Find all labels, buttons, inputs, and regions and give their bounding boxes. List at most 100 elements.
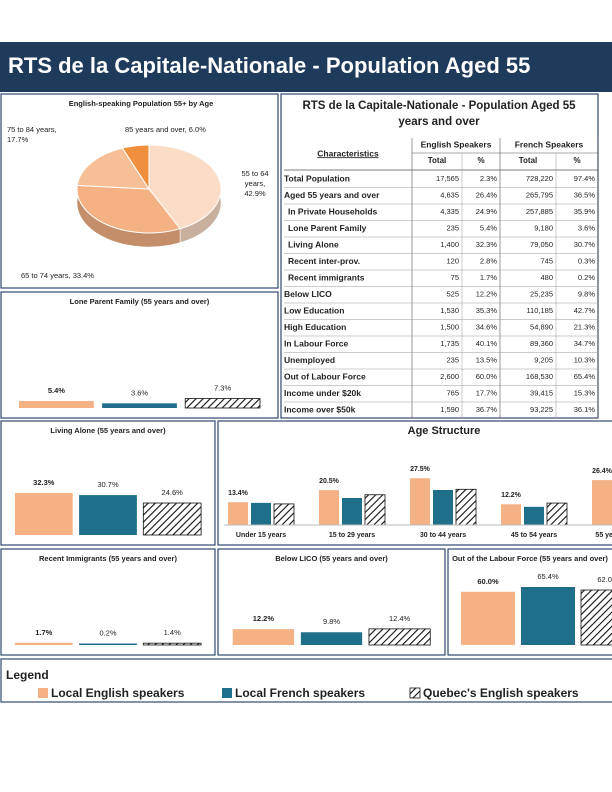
table-cell: 13.5% (476, 356, 498, 365)
table-cell: 17.7% (476, 389, 498, 398)
table-cell: 4,335 (440, 207, 459, 216)
bar (592, 480, 612, 525)
bar (546, 502, 568, 526)
table-cell: Total Population (284, 174, 350, 184)
table-cell: In Labour Force (284, 339, 349, 349)
chart-title: Age Structure (408, 425, 481, 437)
table-subheader: Total (519, 156, 538, 165)
table-cell: 34.7% (574, 339, 596, 348)
pie-label: 65 to 74 years, 33.4% (21, 271, 94, 280)
table-cell: High Education (284, 322, 346, 332)
table-cell: Living Alone (288, 240, 339, 250)
legend-label: Quebec's English speakers (423, 686, 579, 700)
chart-title: Out of the Labour Force (55 years and ov… (452, 554, 608, 563)
bar (455, 488, 477, 526)
table-cell: 60.0% (476, 372, 498, 381)
bar (368, 628, 431, 646)
table-cell: In Private Households (288, 207, 378, 217)
table-cell: 2.3% (480, 174, 497, 183)
value-label: 3.6% (131, 388, 148, 397)
value-label: 27.5% (410, 466, 431, 473)
table-cell: 93,225 (530, 405, 553, 414)
table-cell: 36.5% (574, 191, 596, 200)
pie-slice (76, 184, 181, 234)
table-cell: 35.3% (476, 306, 498, 315)
value-label: 62.0% (597, 575, 612, 584)
page-title: RTS de la Capitale-Nationale - Populatio… (8, 53, 530, 78)
chart-title: Recent Immigrants (55 years and over) (39, 554, 177, 563)
table-cell: 21.3% (574, 323, 596, 332)
legend-label: Local English speakers (51, 686, 185, 700)
bar (364, 494, 386, 526)
legend-panel (0, 658, 612, 703)
table-group: English Speakers (421, 139, 492, 149)
table-cell: 120 (446, 257, 459, 266)
table-cell: 1,400 (440, 240, 459, 249)
table-cell: Income over $50k (284, 405, 356, 415)
table-cell: Unemployed (284, 355, 335, 365)
table-panel (280, 93, 599, 419)
table-cell: 10.3% (574, 356, 596, 365)
table-cell: 26.4% (476, 191, 498, 200)
table-cell: 1,735 (440, 339, 459, 348)
pie-slice (76, 147, 150, 190)
table-cell: 89,360 (530, 339, 553, 348)
bar (228, 502, 248, 525)
bar (524, 506, 544, 525)
value-label: 26.4% (592, 468, 612, 475)
table-subheader: Total (428, 156, 447, 165)
table-cell: 17,565 (436, 174, 459, 183)
category-label: 45 to 54 years (511, 532, 557, 539)
pie-label: 75 to 84 years, 17.7% (7, 125, 57, 144)
table-cell: Low Education (284, 306, 344, 316)
bar (232, 629, 295, 645)
bar (300, 632, 363, 645)
table-cell: 525 (446, 290, 459, 299)
table-cell: Recent inter-prov. (288, 256, 360, 266)
bar (433, 489, 453, 525)
value-label: 65.4% (537, 572, 559, 581)
legend-title: Legend (6, 668, 49, 682)
table-cell: 36.7% (476, 405, 498, 414)
pie-slice (148, 144, 222, 230)
value-label: 9.8% (323, 617, 340, 626)
table-cell: 54,890 (530, 323, 553, 332)
title-band (0, 42, 612, 92)
table-corner: Characteristics (317, 148, 379, 158)
table-cell: 2,600 (440, 372, 459, 381)
table-cell: 35.9% (574, 207, 596, 216)
value-label: 32.3% (33, 478, 55, 487)
table-cell: 1.7% (480, 273, 497, 282)
bar (14, 493, 73, 535)
panel (0, 548, 216, 656)
pie-label: 85 years and over, 6.0% (125, 125, 206, 134)
table-cell: Income under $20k (284, 388, 361, 398)
chart-title: Lone Parent Family (55 years and over) (70, 297, 210, 306)
value-label: 20.5% (319, 478, 340, 485)
table-cell: 65.4% (574, 372, 596, 381)
category-label: Under 15 years (236, 532, 286, 539)
table-subheader: % (477, 156, 484, 165)
table-cell: 1,500 (440, 323, 459, 332)
table-cell: 97.4% (574, 174, 596, 183)
table-cell: 12.2% (476, 290, 498, 299)
table-cell: 24.9% (476, 207, 498, 216)
table-cell: 745 (540, 257, 553, 266)
table-cell: 765 (446, 389, 459, 398)
value-label: 12.4% (389, 614, 411, 623)
table-cell: Aged 55 years and over (284, 190, 380, 200)
category-label: 55 years and over (595, 532, 612, 539)
chart-title: Living Alone (55 years and over) (50, 426, 166, 435)
table-cell: 5.4% (480, 224, 497, 233)
table-cell: 32.3% (476, 240, 498, 249)
category-label: 30 to 44 years (420, 532, 466, 539)
bar (79, 643, 137, 645)
table-cell: 75 (451, 273, 459, 282)
bar (19, 400, 94, 408)
table-cell: 480 (540, 273, 553, 282)
bar (410, 478, 430, 525)
table-cell: 15.3% (574, 389, 596, 398)
table-cell: Below LICO (284, 289, 332, 299)
table-cell: Recent immigrants (288, 273, 365, 283)
